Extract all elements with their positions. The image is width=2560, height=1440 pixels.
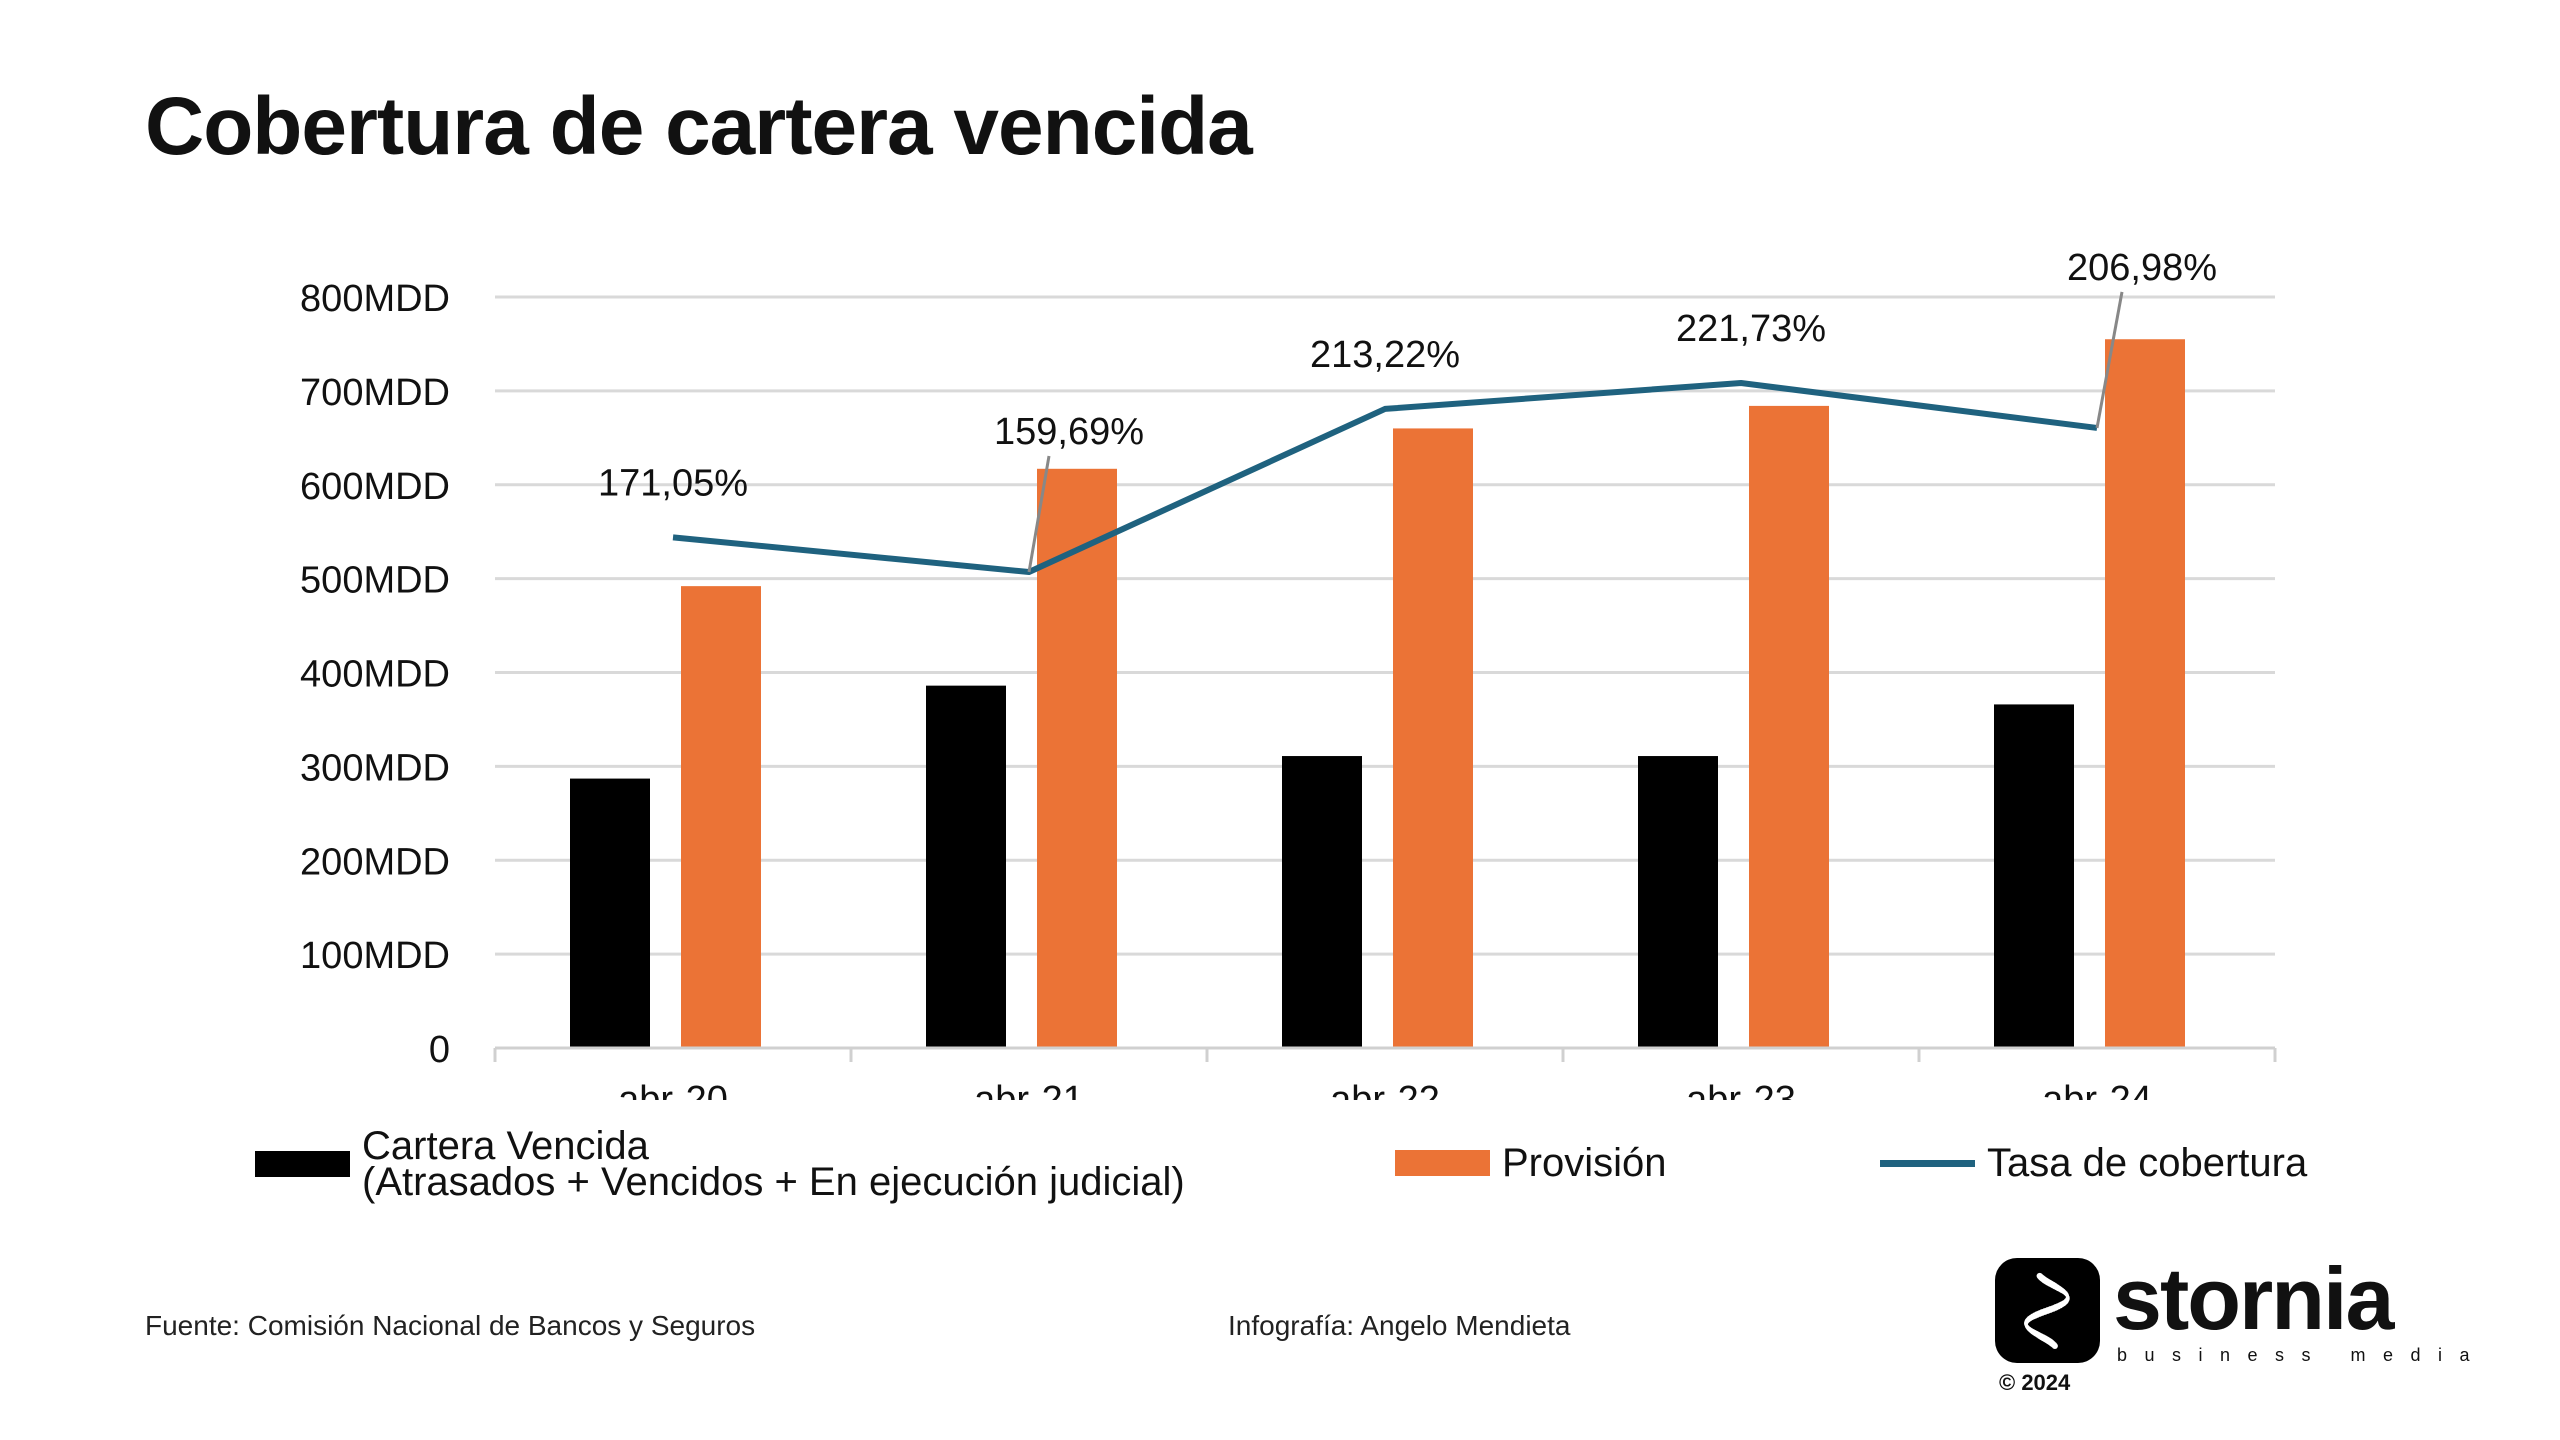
- y-tick-label: 800MDD: [300, 278, 450, 320]
- legend-item-provision: Provisión: [1395, 1141, 1667, 1185]
- bar-provision: [1393, 428, 1473, 1048]
- y-tick-label: 300MDD: [300, 747, 450, 789]
- line-tasa-de-cobertura: [672, 380, 2098, 575]
- line-data-label: 213,22%: [1310, 334, 1460, 376]
- y-tick-label: 600MDD: [300, 466, 450, 508]
- leader-line: [1027, 455, 1051, 573]
- y-tick-label: 400MDD: [300, 654, 450, 696]
- leader-line: [2095, 291, 2124, 429]
- copyright: © 2024: [1999, 1370, 2071, 1395]
- y-tick-label: 100MDD: [300, 935, 450, 977]
- y-tick-label: 700MDD: [300, 372, 450, 414]
- x-axis: abr-20 abr-21 abr-22 abr-23 abr-24: [493, 1046, 2277, 1100]
- bar-cartera-vencida: [1638, 756, 1718, 1048]
- legend-swatch-tasa: [1880, 1159, 1975, 1167]
- legend-label-provision: Provisión: [1502, 1141, 1667, 1185]
- legend-item-cartera: Cartera Vencida (Atrasados + Vencidos + …: [255, 1126, 1185, 1202]
- legend-label-cartera: Cartera Vencida: [362, 1124, 649, 1168]
- x-tick-label: abr-22: [1330, 1079, 1440, 1100]
- y-tick-label: 200MDD: [300, 841, 450, 883]
- line-data-label: 159,69%: [994, 411, 1144, 453]
- logo-tagline: business media: [2117, 1345, 2488, 1365]
- bar-cartera-vencida: [1994, 704, 2074, 1048]
- line-data-label: 206,98%: [2067, 247, 2217, 289]
- bar-cartera-vencida: [926, 685, 1006, 1048]
- y-axis-ticks: 0 100MDD 200MDD 300MDD 400MDD 500MDD 600MDD 700…: [300, 278, 450, 1071]
- line-data-label: 171,05%: [598, 462, 748, 504]
- x-tick-label: abr-23: [1686, 1079, 1796, 1100]
- bar-cartera-vencida: [570, 778, 650, 1048]
- legend-label-tasa: Tasa de cobertura: [1987, 1141, 2308, 1185]
- logo-dot: [2051, 1343, 2058, 1349]
- line-series: [672, 380, 2098, 575]
- y-tick-label: 0: [429, 1029, 450, 1071]
- line-data-label: 221,73%: [1676, 308, 1826, 350]
- bar-provision: [681, 586, 761, 1048]
- bar-provision: [1749, 405, 1829, 1048]
- source-note: Fuente: Comisión Nacional de Bancos y Se…: [145, 1310, 756, 1341]
- bar-provision: [2105, 339, 2185, 1048]
- logo-name: stornia: [2113, 1249, 2394, 1348]
- legend-swatch-provision: [1395, 1150, 1490, 1176]
- grid: [495, 295, 2275, 956]
- bar-cartera-vencida: [1282, 756, 1362, 1048]
- x-tick-label: abr-20: [618, 1079, 728, 1100]
- legend-swatch-cartera: [255, 1151, 350, 1177]
- bars: [570, 339, 2185, 1048]
- legend-item-tasa: Tasa de cobertura: [1880, 1141, 2308, 1185]
- bar-provision: [1037, 468, 1117, 1048]
- stornia-logo-icon: [1995, 1258, 2100, 1363]
- chart: 0 100MDD 200MDD 300MDD 400MDD 500MDD 600MDD 700…: [300, 247, 2277, 1100]
- chart-title: Cobertura de cartera vencida: [145, 81, 1253, 172]
- y-tick-label: 500MDD: [300, 560, 450, 602]
- stornia-logo: stornia business media © 2024: [1995, 1249, 2470, 1398]
- credit-note: Infografía: Angelo Mendieta: [1228, 1310, 1571, 1341]
- legend-label-cartera-detail: (Atrasados + Vencidos + En ejecución jud…: [362, 1160, 1185, 1204]
- x-tick-label: abr-24: [2042, 1079, 2152, 1100]
- x-tick-label: abr-21: [974, 1079, 1084, 1100]
- line-labels: 171,05% 159,69% 213,22% 221,73% 206,98%: [598, 247, 2217, 573]
